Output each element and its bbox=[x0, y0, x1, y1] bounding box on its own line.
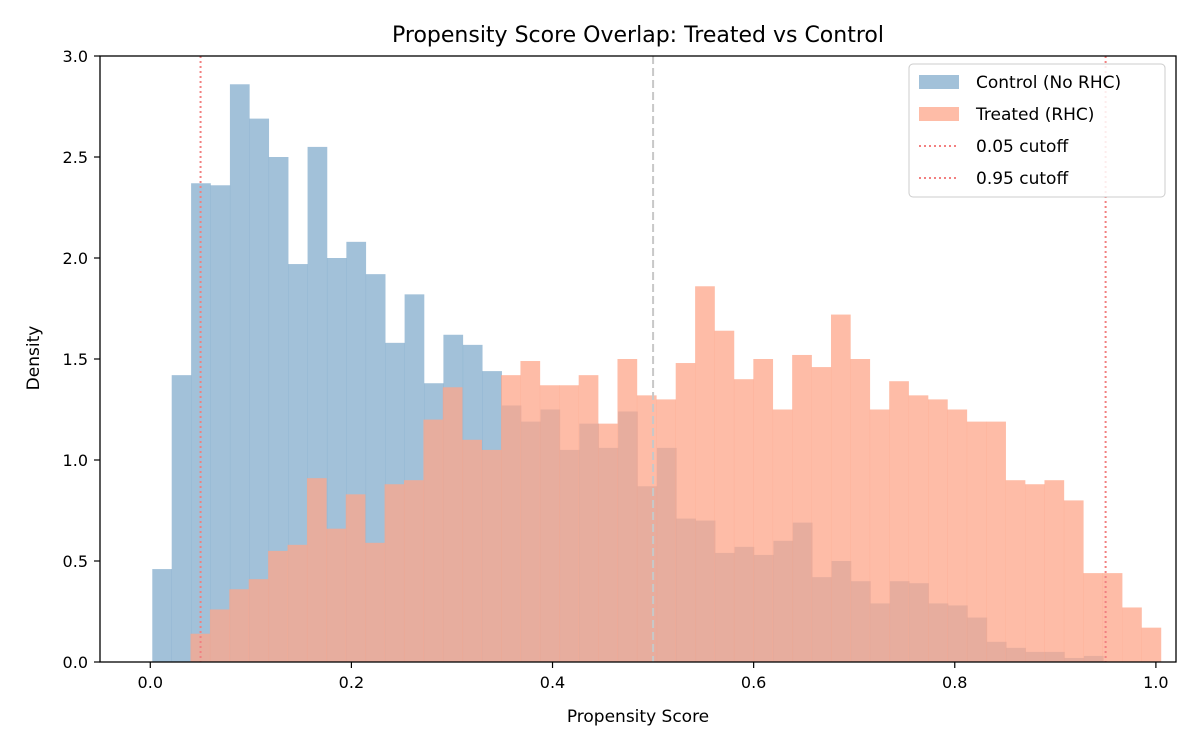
legend-label: Control (No RHC) bbox=[976, 73, 1121, 93]
histogram-bar bbox=[889, 381, 909, 662]
histogram-bar bbox=[268, 550, 288, 662]
series-1-bars bbox=[190, 286, 1162, 662]
y-tick-label: 3.0 bbox=[63, 47, 88, 66]
x-tick-label: 0.0 bbox=[138, 673, 163, 692]
histogram-bar bbox=[772, 409, 793, 662]
histogram-bar bbox=[714, 330, 735, 662]
histogram-bar bbox=[792, 354, 812, 662]
x-tick-label: 1.0 bbox=[1143, 673, 1168, 692]
histogram-bar bbox=[539, 385, 560, 662]
histogram-bar bbox=[306, 478, 327, 662]
histogram-bar bbox=[442, 387, 463, 662]
histogram-bar bbox=[947, 409, 968, 662]
histogram-bar bbox=[481, 449, 502, 662]
histogram-bar bbox=[152, 569, 172, 662]
histogram-bar bbox=[811, 367, 832, 662]
histogram-bar bbox=[326, 528, 347, 662]
histogram-bar bbox=[171, 375, 192, 662]
histogram-bar bbox=[345, 494, 366, 662]
x-tick-label: 0.6 bbox=[741, 673, 766, 692]
histogram-bar bbox=[1122, 607, 1142, 662]
histogram-bar bbox=[1141, 627, 1162, 662]
histogram-bar bbox=[578, 375, 599, 662]
histogram-bar bbox=[908, 395, 929, 662]
histogram-bar bbox=[1025, 484, 1045, 662]
y-tick-label: 1.0 bbox=[63, 451, 88, 470]
x-tick-label: 0.2 bbox=[339, 673, 364, 692]
legend-swatch bbox=[919, 75, 959, 89]
legend-label: Treated (RHC) bbox=[975, 105, 1094, 125]
histogram-bar bbox=[753, 359, 774, 662]
x-axis-label: Propensity Score bbox=[567, 707, 709, 727]
legend: Control (No RHC) Treated (RHC) 0.05 cutoff… bbox=[908, 63, 1166, 198]
histogram-bar bbox=[617, 359, 638, 662]
histogram-bar bbox=[675, 363, 696, 662]
y-tick-label: 1.5 bbox=[63, 350, 88, 369]
histogram-bar bbox=[248, 579, 269, 662]
histogram-bar bbox=[423, 419, 444, 662]
histogram-bar bbox=[210, 185, 231, 662]
histogram-bar bbox=[1102, 573, 1123, 662]
histogram-bar bbox=[462, 439, 482, 662]
histogram-bar bbox=[1063, 500, 1084, 662]
histogram-bar bbox=[229, 589, 250, 662]
legend-box bbox=[908, 63, 1166, 198]
histogram-bar bbox=[365, 542, 385, 662]
y-tick-label: 0.5 bbox=[63, 552, 88, 571]
histogram-bar bbox=[209, 609, 230, 662]
histogram-bar bbox=[695, 286, 715, 662]
y-tick-label: 2.5 bbox=[63, 148, 88, 167]
histogram-bar bbox=[384, 484, 405, 662]
histogram-bar bbox=[986, 421, 1006, 662]
histogram-bar bbox=[229, 84, 250, 662]
histogram-bar bbox=[249, 118, 270, 663]
legend-label: 0.95 cutoff bbox=[976, 169, 1069, 189]
histogram-bar bbox=[636, 395, 657, 662]
chart-title: Propensity Score Overlap: Treated vs Con… bbox=[392, 23, 884, 48]
legend-swatch bbox=[919, 107, 959, 121]
histogram-bar bbox=[1005, 480, 1026, 662]
histogram-bar bbox=[850, 359, 871, 662]
histogram-bar bbox=[869, 409, 890, 662]
histogram-bar bbox=[287, 544, 308, 662]
legend-label: 0.05 cutoff bbox=[976, 137, 1069, 157]
histogram-bar bbox=[966, 421, 987, 662]
histogram-bar bbox=[403, 480, 424, 662]
histogram-bar bbox=[830, 314, 851, 662]
plot-area bbox=[152, 56, 1162, 663]
y-tick-label: 2.0 bbox=[63, 249, 88, 268]
x-tick-label: 0.8 bbox=[942, 673, 967, 692]
histogram-bar bbox=[559, 385, 579, 662]
histogram-bar bbox=[1083, 573, 1103, 662]
axes: 0.0 0.2 0.4 0.6 0.8 1.0 0.0 0.5 1.0 1.5 2.0 2.5 3.0 bbox=[63, 47, 1177, 692]
histogram-bar bbox=[1044, 480, 1065, 662]
histogram-bar bbox=[268, 157, 289, 662]
histogram-bar bbox=[656, 399, 677, 662]
y-axis-label: Density bbox=[24, 326, 44, 391]
y-tick-label: 0.0 bbox=[63, 653, 88, 672]
histogram-bar bbox=[520, 361, 541, 662]
histogram-bar bbox=[598, 423, 618, 662]
histogram-bar bbox=[928, 399, 948, 662]
histogram-bar bbox=[501, 375, 521, 662]
histogram-bar bbox=[733, 379, 754, 662]
x-tick-label: 0.4 bbox=[540, 673, 565, 692]
